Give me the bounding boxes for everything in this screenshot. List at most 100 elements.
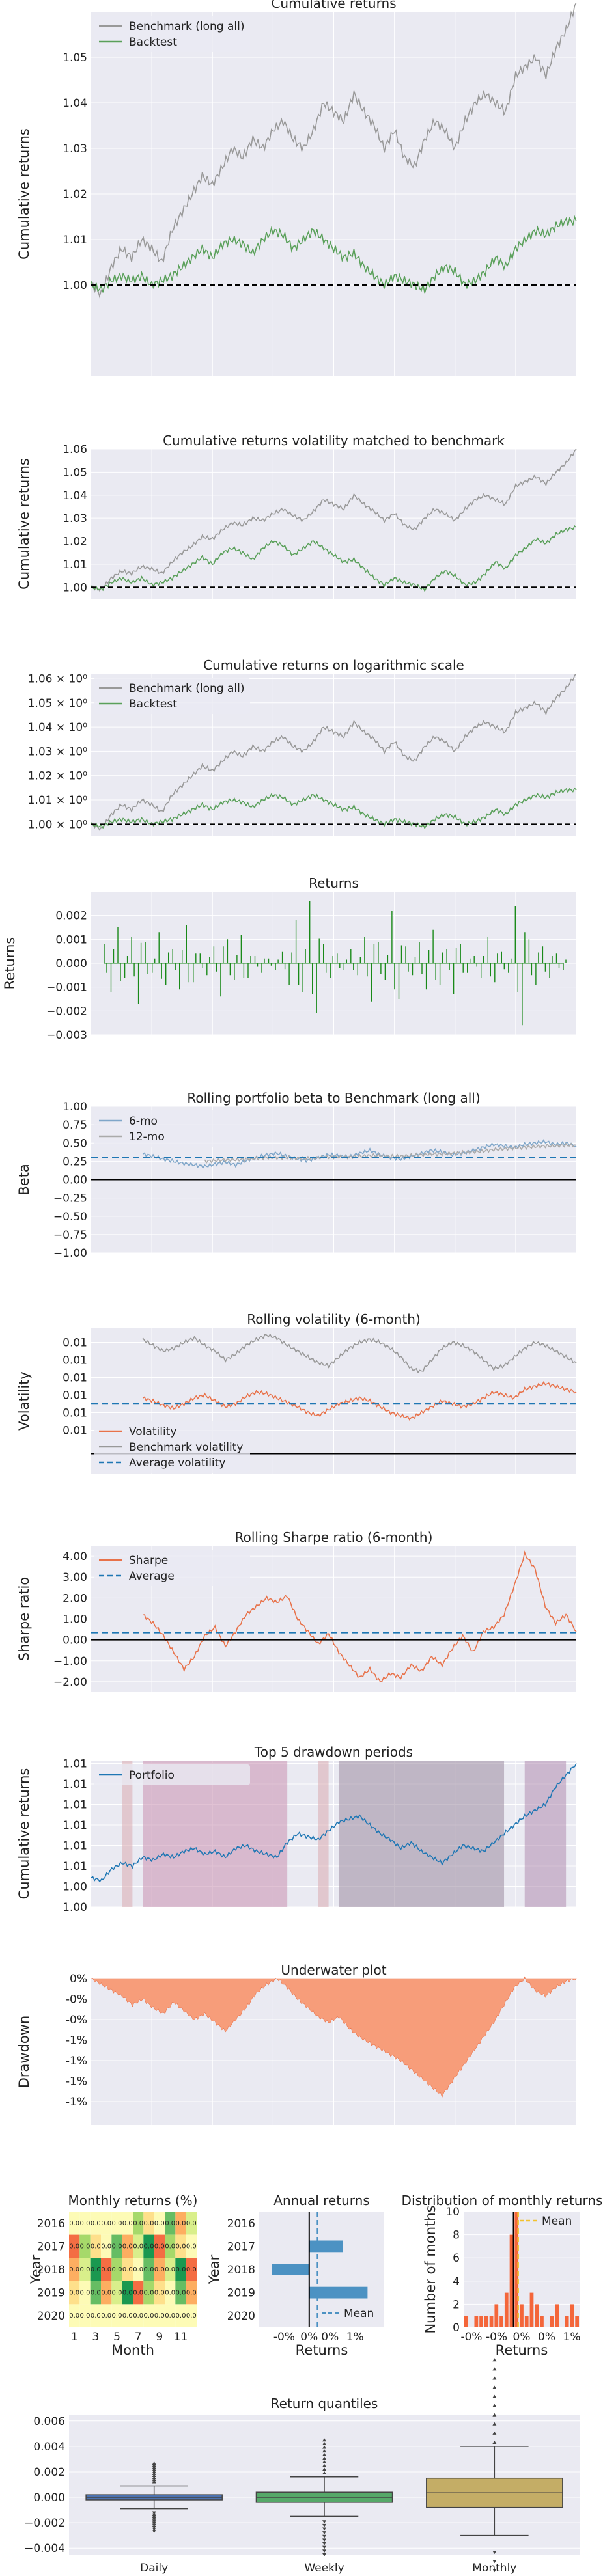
heatmap-value: 0.0 bbox=[186, 2290, 197, 2297]
heatmap-value: 0.0 bbox=[176, 2266, 186, 2273]
legend-label: 12-mo bbox=[129, 1130, 165, 1144]
chart-title: Top 5 drawdown periods bbox=[254, 1744, 413, 1760]
y-tick-label: 6 bbox=[453, 2252, 460, 2265]
y-axis-label: Number of months bbox=[423, 2205, 438, 2333]
panel-vol: 0.01 0.01 0.01 0.01 0.01 0.01 Rolling volatili… bbox=[16, 1311, 577, 1474]
heatmap-value: 0.0 bbox=[80, 2266, 91, 2273]
y-tick-label: −2.00 bbox=[53, 1676, 87, 1689]
heatmap-value: 0.0 bbox=[176, 2220, 186, 2227]
heatmap-value: 0.0 bbox=[144, 2266, 154, 2273]
y-tick-label: 1.05 bbox=[63, 51, 87, 64]
y-tick-label: 1.00 bbox=[63, 1613, 87, 1626]
heatmap-cell bbox=[69, 2258, 80, 2281]
chart-title: Return quantiles bbox=[271, 2396, 378, 2411]
heatmap-cell bbox=[79, 2258, 91, 2281]
panel-monthly: Monthly returns (%)0.0 0.0 0.0 0.0 0.0 0.0 0.0… bbox=[28, 2193, 197, 2358]
outlier bbox=[322, 2460, 326, 2463]
heatmap-cell bbox=[154, 2234, 165, 2258]
y-tick-label: 1.02 bbox=[63, 536, 87, 549]
legend: Benchmark (long all) Backtest bbox=[94, 678, 250, 714]
x-tick-label: 0% bbox=[538, 2331, 555, 2344]
heatmap-cell bbox=[143, 2212, 154, 2235]
heatmap-value: 0.0 bbox=[133, 2243, 143, 2250]
chart-title: Monthly returns (%) bbox=[68, 2193, 198, 2208]
legend-label: Average volatility bbox=[129, 1457, 225, 1470]
y-tick-label: −0.25 bbox=[53, 1192, 87, 1205]
heatmap-cell bbox=[133, 2234, 144, 2258]
legend: Benchmark (long all) Backtest bbox=[94, 16, 250, 52]
y-tick-label: -1% bbox=[66, 2076, 87, 2089]
bar bbox=[529, 2292, 534, 2327]
y-tick-label: 2016 bbox=[37, 2217, 65, 2230]
heatmap-value: 0.0 bbox=[144, 2290, 154, 2297]
outlier bbox=[322, 2463, 326, 2467]
legend-box bbox=[94, 16, 250, 52]
heatmap-value: 0.0 bbox=[176, 2243, 186, 2250]
y-axis-label: Drawdown bbox=[16, 2016, 32, 2089]
outlier bbox=[492, 2367, 497, 2371]
bar bbox=[575, 2316, 579, 2327]
chart-title: Annual returns bbox=[273, 2193, 369, 2208]
outlier bbox=[492, 2404, 497, 2407]
x-tick-label: 5 bbox=[113, 2331, 120, 2344]
outlier bbox=[322, 2542, 326, 2546]
heatmap-value: 0.0 bbox=[101, 2266, 111, 2273]
heatmap-value: 0.0 bbox=[91, 2220, 101, 2227]
y-tick-label: 1.01 × 10⁰ bbox=[28, 794, 88, 807]
outlier bbox=[152, 2521, 156, 2525]
drawdown-shade bbox=[339, 1761, 505, 1907]
outlier bbox=[152, 2515, 156, 2519]
heatmap-cell bbox=[90, 2281, 101, 2305]
y-axis-label: Year bbox=[206, 2254, 222, 2284]
outlier bbox=[492, 2394, 497, 2398]
y-tick-label: 1.02 × 10⁰ bbox=[28, 770, 88, 783]
outlier bbox=[322, 2520, 326, 2524]
heatmap-cell bbox=[143, 2304, 154, 2327]
legend-label: Portfolio bbox=[129, 1769, 175, 1782]
outlier bbox=[492, 2431, 497, 2435]
legend-label: Benchmark (long all) bbox=[129, 682, 244, 695]
bar bbox=[535, 2304, 539, 2327]
outlier bbox=[492, 2551, 497, 2555]
x-axis-label: Returns bbox=[296, 2342, 348, 2358]
outlier bbox=[152, 2474, 156, 2478]
legend-label: Mean bbox=[542, 2215, 572, 2228]
x-tick-label: 1% bbox=[346, 2331, 364, 2344]
y-tick-label: 0.01 bbox=[63, 1425, 87, 1438]
heatmap-cell bbox=[175, 2304, 186, 2327]
outlier bbox=[322, 2527, 326, 2531]
y-tick-label: 1.01 bbox=[63, 1819, 87, 1832]
panel-sharpe: 4.00 3.00 2.00 1.00 0.00 −1.00 −2.00 Rolling Sh… bbox=[16, 1529, 577, 1692]
heatmap-cell bbox=[175, 2234, 186, 2258]
outlier bbox=[492, 2440, 497, 2444]
y-tick-label: 2016 bbox=[227, 2217, 255, 2230]
heatmap-cell bbox=[186, 2281, 197, 2305]
y-tick-label: 1.01 bbox=[63, 1758, 87, 1771]
heatmap-value: 0.0 bbox=[80, 2312, 91, 2320]
heatmap-value: 0.0 bbox=[133, 2312, 143, 2320]
bar bbox=[550, 2316, 554, 2327]
heatmap-cell bbox=[165, 2258, 176, 2281]
heatmap-cell bbox=[186, 2212, 197, 2235]
y-tick-label: 2.00 bbox=[63, 1592, 87, 1605]
outlier bbox=[492, 2413, 497, 2417]
outlier bbox=[152, 2463, 156, 2467]
y-axis-label: Cumulative returns bbox=[16, 1768, 32, 1900]
series-line bbox=[143, 1550, 577, 1682]
y-tick-label: 4.00 bbox=[63, 1550, 87, 1563]
heatmap-value: 0.0 bbox=[144, 2312, 154, 2320]
legend-box bbox=[94, 1110, 250, 1147]
outlier bbox=[492, 2385, 497, 2389]
chart-title: Underwater plot bbox=[281, 1962, 386, 1978]
bar bbox=[555, 2304, 559, 2327]
chart-title: Rolling Sharpe ratio (6-month) bbox=[235, 1529, 433, 1545]
outlier bbox=[492, 2422, 497, 2426]
x-tick-label: 9 bbox=[156, 2331, 163, 2344]
y-tick-label: -0% bbox=[66, 2014, 87, 2027]
heatmap-cell bbox=[165, 2304, 176, 2327]
outlier bbox=[322, 2456, 326, 2460]
x-tick-label: 0% bbox=[300, 2331, 318, 2344]
outlier bbox=[152, 2513, 156, 2517]
y-tick-label: 2019 bbox=[227, 2287, 255, 2300]
